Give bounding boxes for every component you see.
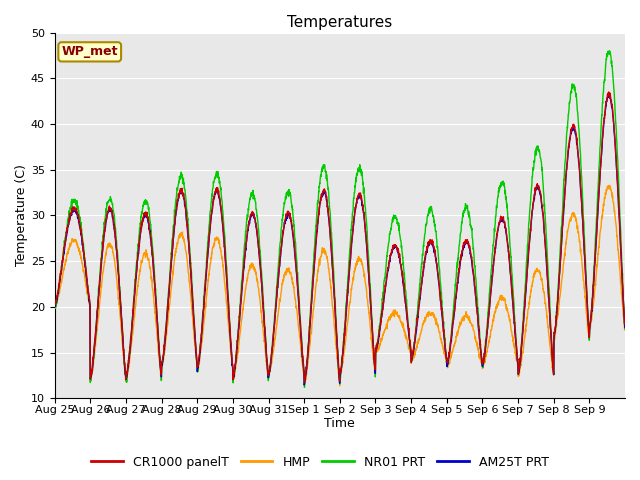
AM25T PRT <box>374 339 382 345</box>
AM25T PRT <box>621 324 629 330</box>
HMP <box>51 305 58 311</box>
CR1000 panelT <box>614 177 621 183</box>
CR1000 panelT <box>605 89 612 95</box>
NR01 PRT <box>301 384 308 390</box>
HMP <box>621 327 629 333</box>
NR01 PRT <box>108 199 115 204</box>
Line: NR01 PRT: NR01 PRT <box>54 51 625 387</box>
HMP <box>512 353 520 359</box>
Line: HMP: HMP <box>54 185 625 386</box>
NR01 PRT <box>614 151 621 157</box>
Text: WP_met: WP_met <box>61 46 118 59</box>
Line: CR1000 panelT: CR1000 panelT <box>54 92 625 383</box>
NR01 PRT <box>374 338 382 344</box>
HMP <box>614 237 621 242</box>
AM25T PRT <box>300 382 308 388</box>
HMP <box>606 182 614 188</box>
NR01 PRT <box>544 265 552 271</box>
NR01 PRT <box>621 326 629 332</box>
CR1000 panelT <box>51 299 58 305</box>
HMP <box>374 346 382 351</box>
Y-axis label: Temperature (C): Temperature (C) <box>15 165 28 266</box>
CR1000 panelT <box>374 336 382 341</box>
AM25T PRT <box>614 179 621 184</box>
AM25T PRT <box>512 340 520 346</box>
CR1000 panelT <box>231 364 239 370</box>
CR1000 panelT <box>621 322 629 327</box>
Line: AM25T PRT: AM25T PRT <box>54 95 625 385</box>
HMP <box>544 324 552 330</box>
AM25T PRT <box>231 365 239 371</box>
HMP <box>231 372 239 377</box>
NR01 PRT <box>231 369 239 375</box>
HMP <box>108 245 115 251</box>
Legend: CR1000 panelT, HMP, NR01 PRT, AM25T PRT: CR1000 panelT, HMP, NR01 PRT, AM25T PRT <box>86 451 554 474</box>
AM25T PRT <box>108 210 115 216</box>
AM25T PRT <box>544 285 552 291</box>
Title: Temperatures: Temperatures <box>287 15 392 30</box>
CR1000 panelT <box>301 380 308 385</box>
AM25T PRT <box>51 303 58 309</box>
CR1000 panelT <box>512 336 520 342</box>
CR1000 panelT <box>108 208 115 214</box>
NR01 PRT <box>606 48 614 54</box>
HMP <box>336 383 344 389</box>
X-axis label: Time: Time <box>324 418 355 431</box>
AM25T PRT <box>605 92 613 97</box>
NR01 PRT <box>51 306 58 312</box>
CR1000 panelT <box>544 284 552 289</box>
NR01 PRT <box>512 332 520 337</box>
